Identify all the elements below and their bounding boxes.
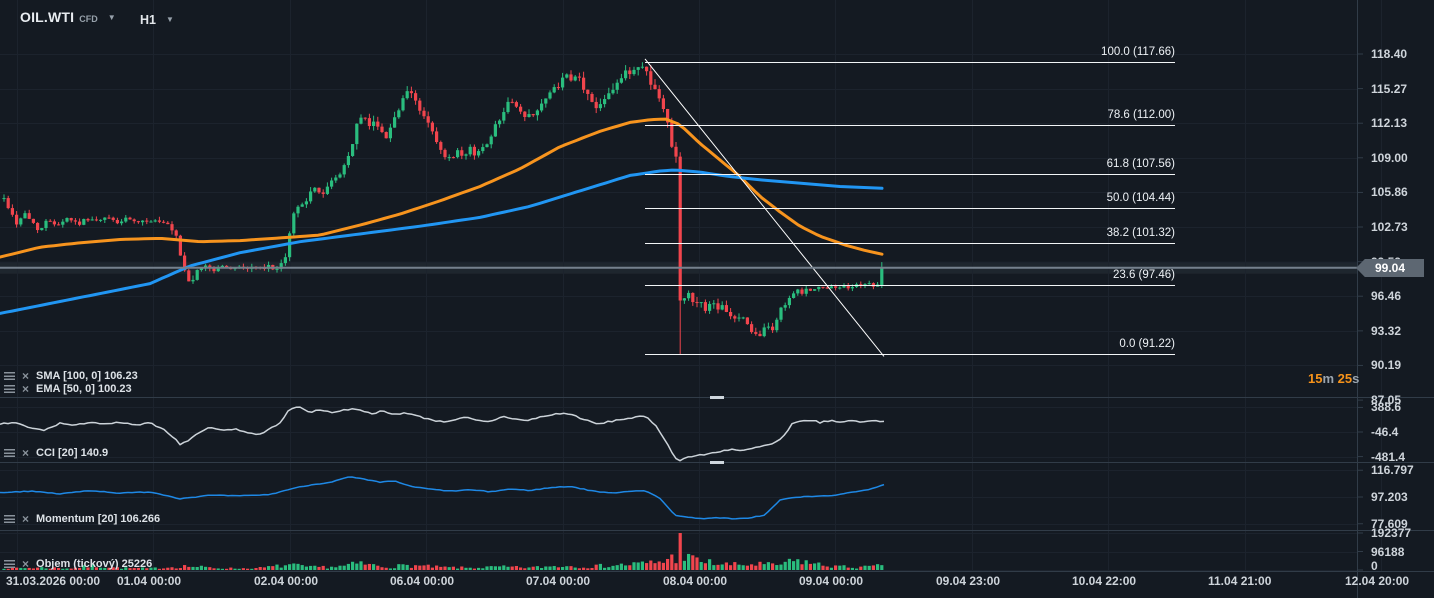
symbol-name: OIL.WTI (20, 9, 75, 25)
indicator-row-ema: × EMA [50, 0] 100.23 (4, 383, 132, 395)
indicator-row-momentum: × Momentum [20] 106.266 (4, 513, 160, 525)
time-tick-label: 31.03.2026 00:00 (6, 574, 101, 588)
price-tick-label: 105.86 (1371, 185, 1408, 199)
price-tick-label: 118.40 (1371, 47, 1408, 61)
indicator-row-volume: × Objem (tickový) 25226 (4, 558, 152, 570)
time-tick-label: 10.04 22:00 (1072, 574, 1137, 588)
time-tick-label: 01.04 00:00 (117, 574, 182, 588)
indicator-label: Objem (tickový) 25226 (36, 558, 153, 570)
current-price-badge: 99.04 (1356, 259, 1424, 277)
indicator-label: EMA [50, 0] 100.23 (36, 383, 132, 395)
time-tick-label: 07.04 00:00 (526, 574, 591, 588)
countdown-minutes-unit: m (1322, 371, 1338, 386)
countdown-seconds: 25 (1337, 371, 1353, 386)
cci-tick-label: 388.6 (1371, 400, 1402, 414)
time-tick-label: 08.04 00:00 (663, 574, 728, 588)
volume-tick-label: 96188 (1371, 545, 1405, 559)
countdown-minutes: 15 (1308, 371, 1323, 386)
price-tick-label: 109.00 (1371, 151, 1408, 165)
cci-tick-label: -46.4 (1371, 425, 1399, 439)
fib-level-label[interactable]: 0.0 (91.22) (1119, 338, 1175, 350)
indicator-settings-icon[interactable] (4, 560, 15, 568)
price-tick-label: 96.46 (1371, 289, 1402, 303)
fib-level-label[interactable]: 50.0 (104.44) (1106, 192, 1175, 204)
chevron-down-icon: ▼ (107, 13, 116, 22)
time-tick-label: 09.04 00:00 (799, 574, 864, 588)
price-tick-label: 102.73 (1371, 220, 1408, 234)
ema-line[interactable] (0, 117, 884, 259)
price-tick-label: 93.32 (1371, 324, 1402, 338)
indicator-remove-icon[interactable]: × (22, 382, 30, 396)
price-tick-label: 115.27 (1371, 82, 1408, 96)
indicator-row-cci: × CCI [20] 140.9 (4, 447, 108, 459)
indicator-settings-icon[interactable] (4, 372, 15, 380)
cci-tick-label: -481.4 (1371, 450, 1406, 464)
indicator-remove-icon[interactable]: × (22, 369, 30, 383)
price-tick-label: 90.19 (1371, 358, 1402, 372)
time-tick-label: 06.04 00:00 (390, 574, 455, 588)
timeframe-selector[interactable]: H1 ▼ (140, 11, 174, 29)
instrument-type-badge: CFD (79, 14, 98, 24)
indicator-settings-icon[interactable] (4, 449, 15, 457)
symbol-selector[interactable]: OIL.WTI CFD ▼ (20, 9, 116, 27)
volume-tick-label: 0 (1371, 559, 1378, 573)
indicator-row-sma: × SMA [100, 0] 106.23 (4, 370, 138, 382)
sma-line[interactable] (0, 168, 884, 315)
cci-line[interactable] (0, 406, 885, 462)
indicator-settings-icon[interactable] (4, 385, 15, 393)
timeframe-label: H1 (140, 13, 156, 27)
indicator-remove-icon[interactable]: × (22, 512, 30, 526)
time-tick-label: 02.04 00:00 (254, 574, 319, 588)
indicator-label: Momentum [20] 106.266 (36, 513, 161, 525)
momentum-tick-label: 77.609 (1371, 517, 1408, 531)
time-tick-label: 12.04 20:00 (1345, 574, 1410, 588)
panel-resize-handle[interactable] (710, 461, 724, 464)
fib-level-label[interactable]: 23.6 (97.46) (1112, 269, 1175, 281)
momentum-tick-label: 116.797 (1371, 463, 1414, 477)
indicator-label: SMA [100, 0] 106.23 (36, 370, 138, 382)
price-tick-label: 87.05 (1371, 393, 1402, 407)
chevron-down-icon: ▼ (165, 15, 174, 24)
trendline[interactable] (644, 58, 885, 357)
volume-tick-label: 192377 (1371, 526, 1412, 540)
indicator-settings-icon[interactable] (4, 515, 15, 523)
fib-level-label[interactable]: 100.0 (117.66) (1101, 46, 1175, 58)
price-tick-label: 112.13 (1371, 116, 1408, 130)
panel-resize-handle[interactable] (710, 396, 724, 399)
countdown-seconds-unit: s (1352, 371, 1360, 386)
candle-countdown: 15m 25s (1308, 371, 1359, 386)
indicator-remove-icon[interactable]: × (22, 557, 30, 571)
fib-level-label[interactable]: 38.2 (101.32) (1106, 227, 1175, 239)
momentum-tick-label: 97.203 (1371, 490, 1408, 504)
fibonacci-retracement[interactable] (645, 62, 1175, 355)
indicator-label: CCI [20] 140.9 (36, 447, 109, 459)
fib-level-label[interactable]: 78.6 (112.00) (1107, 109, 1175, 121)
current-price-value: 99.04 (1374, 261, 1406, 275)
time-tick-label: 11.04 21:00 (1208, 574, 1272, 588)
fib-level-label[interactable]: 61.8 (107.56) (1106, 158, 1175, 170)
indicator-remove-icon[interactable]: × (22, 446, 30, 460)
momentum-line[interactable] (0, 476, 885, 520)
time-tick-label: 09.04 23:00 (936, 574, 1001, 588)
